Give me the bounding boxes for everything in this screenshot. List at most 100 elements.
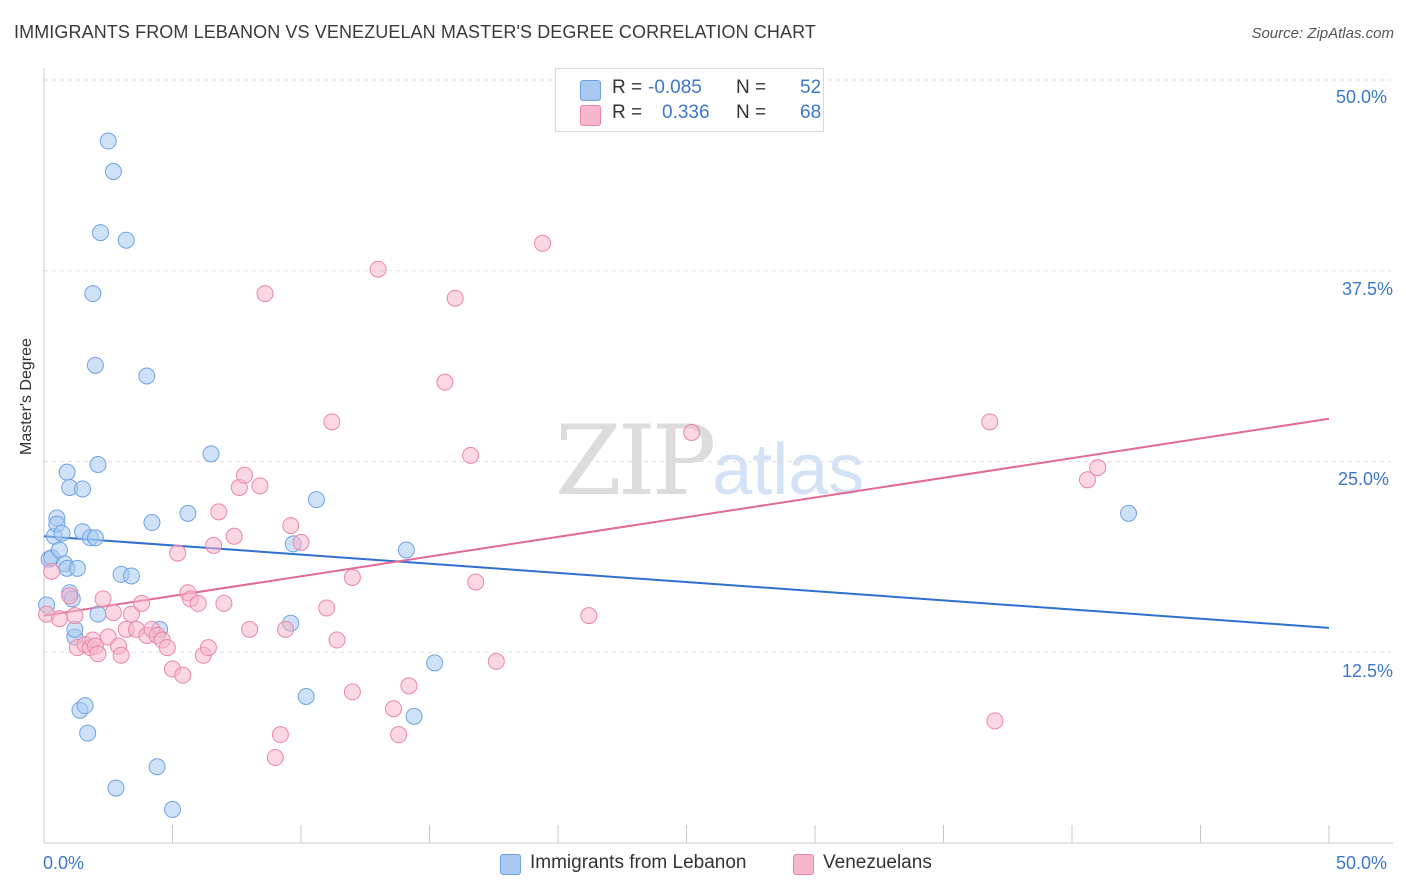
point-lebanon (76, 697, 94, 715)
grid-lines (44, 79, 1391, 653)
point-venezuelans (66, 607, 84, 625)
bottom-legend-swatch (500, 854, 521, 875)
y-axis-label: Master's Degree (18, 338, 35, 455)
point-lebanon (92, 224, 110, 242)
point-venezuelans (328, 631, 346, 649)
point-venezuelans (292, 533, 310, 551)
point-venezuelans (89, 645, 107, 663)
point-lebanon (138, 367, 156, 385)
point-lebanon (89, 605, 107, 623)
legend-r-value: -0.085 (648, 77, 702, 98)
point-lebanon (99, 132, 117, 150)
point-venezuelans (318, 599, 336, 617)
legend-n-label: N = (736, 102, 767, 123)
legend-n-label: N = (736, 77, 767, 98)
point-lebanon (143, 514, 161, 532)
point-lebanon (122, 567, 140, 585)
point-lebanon (202, 445, 220, 463)
point-lebanon (107, 779, 125, 797)
point-venezuelans (256, 285, 274, 303)
x-axis-min-label: 0.0% (43, 853, 85, 873)
point-venezuelans (112, 646, 130, 664)
point-venezuelans (986, 712, 1004, 730)
data-points (38, 132, 1138, 818)
point-venezuelans (266, 749, 284, 767)
point-venezuelans (215, 594, 233, 612)
point-venezuelans (277, 620, 295, 638)
y-tick-label: 25.0% (1338, 469, 1390, 489)
point-lebanon (426, 654, 444, 672)
point-lebanon (58, 463, 76, 481)
point-lebanon (179, 504, 197, 522)
point-lebanon (74, 480, 92, 498)
point-lebanon (1120, 504, 1138, 522)
legend-r-value: 0.336 (662, 102, 710, 123)
point-venezuelans (43, 562, 61, 580)
point-venezuelans (981, 413, 999, 431)
point-venezuelans (282, 517, 300, 535)
point-venezuelans (225, 527, 243, 545)
point-venezuelans (462, 446, 480, 464)
point-venezuelans (210, 503, 228, 521)
axes (43, 68, 1393, 844)
point-venezuelans (133, 594, 151, 612)
point-lebanon (79, 724, 97, 742)
point-venezuelans (205, 536, 223, 554)
trend-line-lebanon (43, 535, 1330, 629)
point-venezuelans (169, 544, 187, 562)
point-venezuelans (343, 683, 361, 701)
point-venezuelans (400, 677, 418, 695)
point-lebanon (84, 285, 102, 303)
y-tick-label: 37.5% (1342, 279, 1394, 299)
point-lebanon (104, 163, 122, 181)
point-venezuelans (104, 604, 122, 622)
y-tick-label: 12.5% (1342, 661, 1394, 681)
point-lebanon (89, 456, 107, 474)
point-venezuelans (436, 373, 454, 391)
point-venezuelans (50, 610, 68, 628)
point-venezuelans (390, 726, 408, 744)
correlation-legend: R = -0.085 N = 52 R = 0.336 N = 68 (555, 68, 824, 132)
point-lebanon (397, 541, 415, 559)
point-venezuelans (580, 607, 598, 625)
point-lebanon (53, 524, 71, 542)
point-venezuelans (1078, 471, 1096, 489)
point-lebanon (307, 491, 325, 509)
point-venezuelans (189, 594, 207, 612)
point-venezuelans (94, 590, 112, 608)
point-venezuelans (487, 652, 505, 670)
bottom-legend-swatch (793, 854, 814, 875)
point-lebanon (148, 758, 166, 776)
point-venezuelans (61, 587, 79, 605)
point-venezuelans (199, 639, 217, 657)
point-lebanon (405, 707, 423, 725)
watermark-atlas: atlas (712, 430, 865, 510)
point-lebanon (86, 356, 104, 374)
trend-line-venezuelans (43, 417, 1330, 617)
point-venezuelans (235, 466, 253, 484)
point-venezuelans (323, 413, 341, 431)
point-venezuelans (174, 666, 192, 684)
point-lebanon (117, 231, 135, 249)
point-venezuelans (467, 573, 485, 591)
point-venezuelans (271, 726, 289, 744)
point-venezuelans (343, 568, 361, 586)
legend-n-value: 52 (800, 77, 822, 98)
point-venezuelans (122, 605, 140, 623)
y-tick-label: 50.0% (1336, 87, 1388, 107)
chart-title: IMMIGRANTS FROM LEBANON VS VENEZUELAN MA… (14, 22, 816, 42)
x-axis-max-label: 50.0% (1336, 853, 1388, 873)
bottom-legend-label: Immigrants from Lebanon (530, 852, 747, 873)
point-lebanon (86, 529, 104, 547)
bottom-legend-label: Venezuelans (823, 852, 932, 873)
point-venezuelans (534, 234, 552, 252)
point-venezuelans (158, 639, 176, 657)
trend-lines (43, 417, 1330, 629)
point-lebanon (68, 559, 86, 577)
legend-swatch-venezuelans (580, 105, 601, 126)
legend-n-value: 68 (800, 102, 822, 123)
point-venezuelans (385, 700, 403, 718)
point-venezuelans (446, 289, 464, 307)
point-lebanon (297, 688, 315, 706)
source-credit: Source: ZipAtlas.com (1251, 25, 1394, 42)
